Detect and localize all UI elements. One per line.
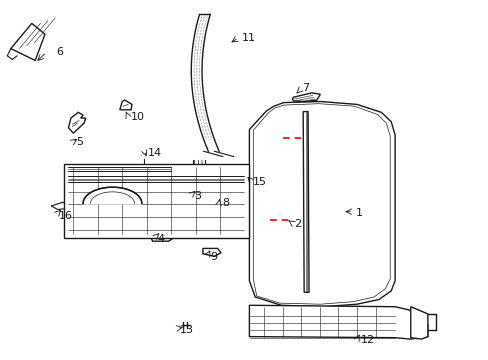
- Text: 15: 15: [253, 177, 267, 187]
- Polygon shape: [68, 112, 85, 133]
- Text: 12: 12: [360, 335, 374, 345]
- Text: 16: 16: [59, 211, 73, 221]
- Text: 3: 3: [194, 191, 201, 201]
- Polygon shape: [203, 248, 221, 256]
- Text: 2: 2: [294, 219, 301, 229]
- Text: 13: 13: [180, 325, 194, 336]
- Bar: [63, 164, 249, 238]
- Polygon shape: [292, 93, 320, 102]
- Text: 7: 7: [302, 83, 309, 93]
- Text: 1: 1: [355, 208, 362, 218]
- Text: 14: 14: [147, 148, 162, 158]
- Text: 10: 10: [131, 112, 145, 122]
- Text: 8: 8: [222, 198, 229, 208]
- Polygon shape: [120, 100, 132, 110]
- Polygon shape: [303, 112, 308, 292]
- Polygon shape: [282, 218, 293, 225]
- Polygon shape: [11, 23, 45, 60]
- Polygon shape: [149, 228, 180, 241]
- Polygon shape: [249, 102, 394, 307]
- Text: 11: 11: [242, 33, 256, 43]
- Polygon shape: [410, 307, 427, 339]
- Polygon shape: [212, 194, 227, 202]
- Text: 4: 4: [157, 234, 164, 244]
- Text: 5: 5: [76, 137, 82, 147]
- Text: 6: 6: [56, 47, 63, 57]
- Polygon shape: [249, 305, 427, 339]
- Text: 9: 9: [210, 252, 217, 262]
